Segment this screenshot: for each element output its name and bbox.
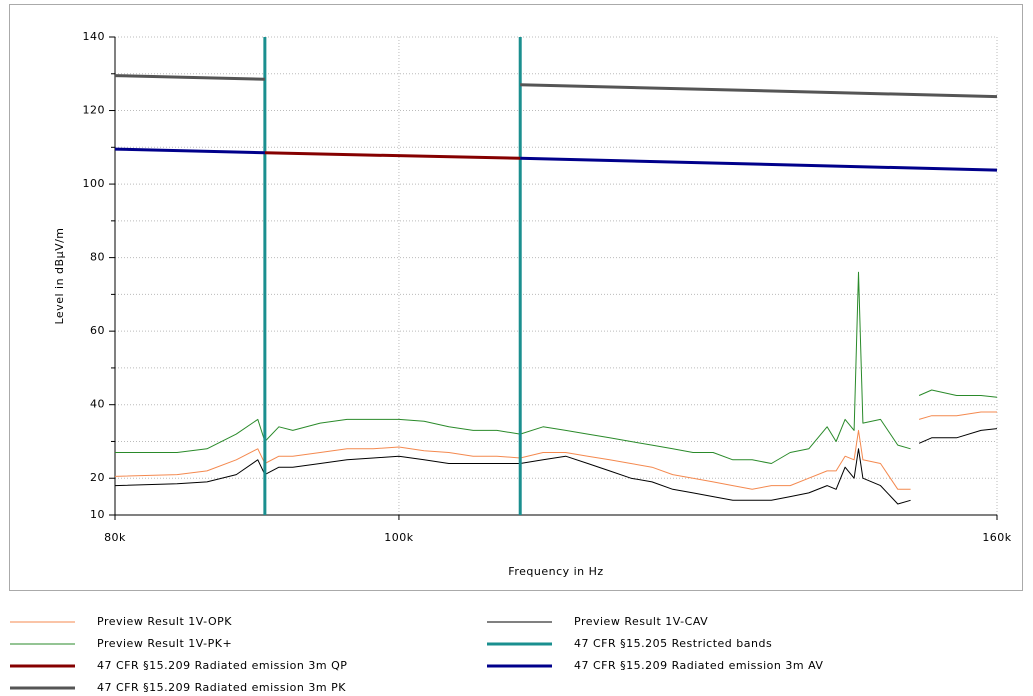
legend-label: 47 CFR §15.209 Radiated emission 3m QP [97,659,347,672]
series-line [918,428,998,444]
y-tick-label: 80 [90,251,105,264]
series-line [114,147,265,155]
x-tick-label: 100k [384,531,413,544]
series-line [918,411,997,420]
y-tick-label: 60 [90,324,105,337]
chart-frame [9,4,1023,591]
series-line [918,389,998,398]
x-tick-label: 160k [982,531,1011,544]
legend-label: 47 CFR §15.205 Restricted bands [574,637,772,650]
legend-label: Preview Result 1V-OPK [97,615,232,628]
legend-label: Preview Result 1V-CAV [574,615,708,628]
y-tick-label: 100 [83,177,106,190]
y-tick-label: 10 [90,508,105,521]
series-line [115,271,911,464]
x-axis-label: Frequency in Hz [508,565,603,578]
series-line [520,83,998,99]
series-line [114,448,911,505]
y-tick-label: 40 [90,398,105,411]
legend-label: 47 CFR §15.209 Radiated emission 3m AV [574,659,823,672]
y-tick-label: 140 [83,30,106,43]
y-tick-label: 20 [90,471,105,484]
y-axis-label: Level in dBµV/m [53,227,66,324]
y-tick-label: 120 [83,104,106,117]
legend-label: Preview Result 1V-PK+ [97,637,232,650]
series-line [114,429,911,490]
series-line [114,74,265,81]
legend-label: 47 CFR §15.209 Radiated emission 3m PK [97,681,346,694]
x-tick-label: 80k [104,531,126,544]
series-line [264,151,521,160]
series-line [520,156,998,172]
